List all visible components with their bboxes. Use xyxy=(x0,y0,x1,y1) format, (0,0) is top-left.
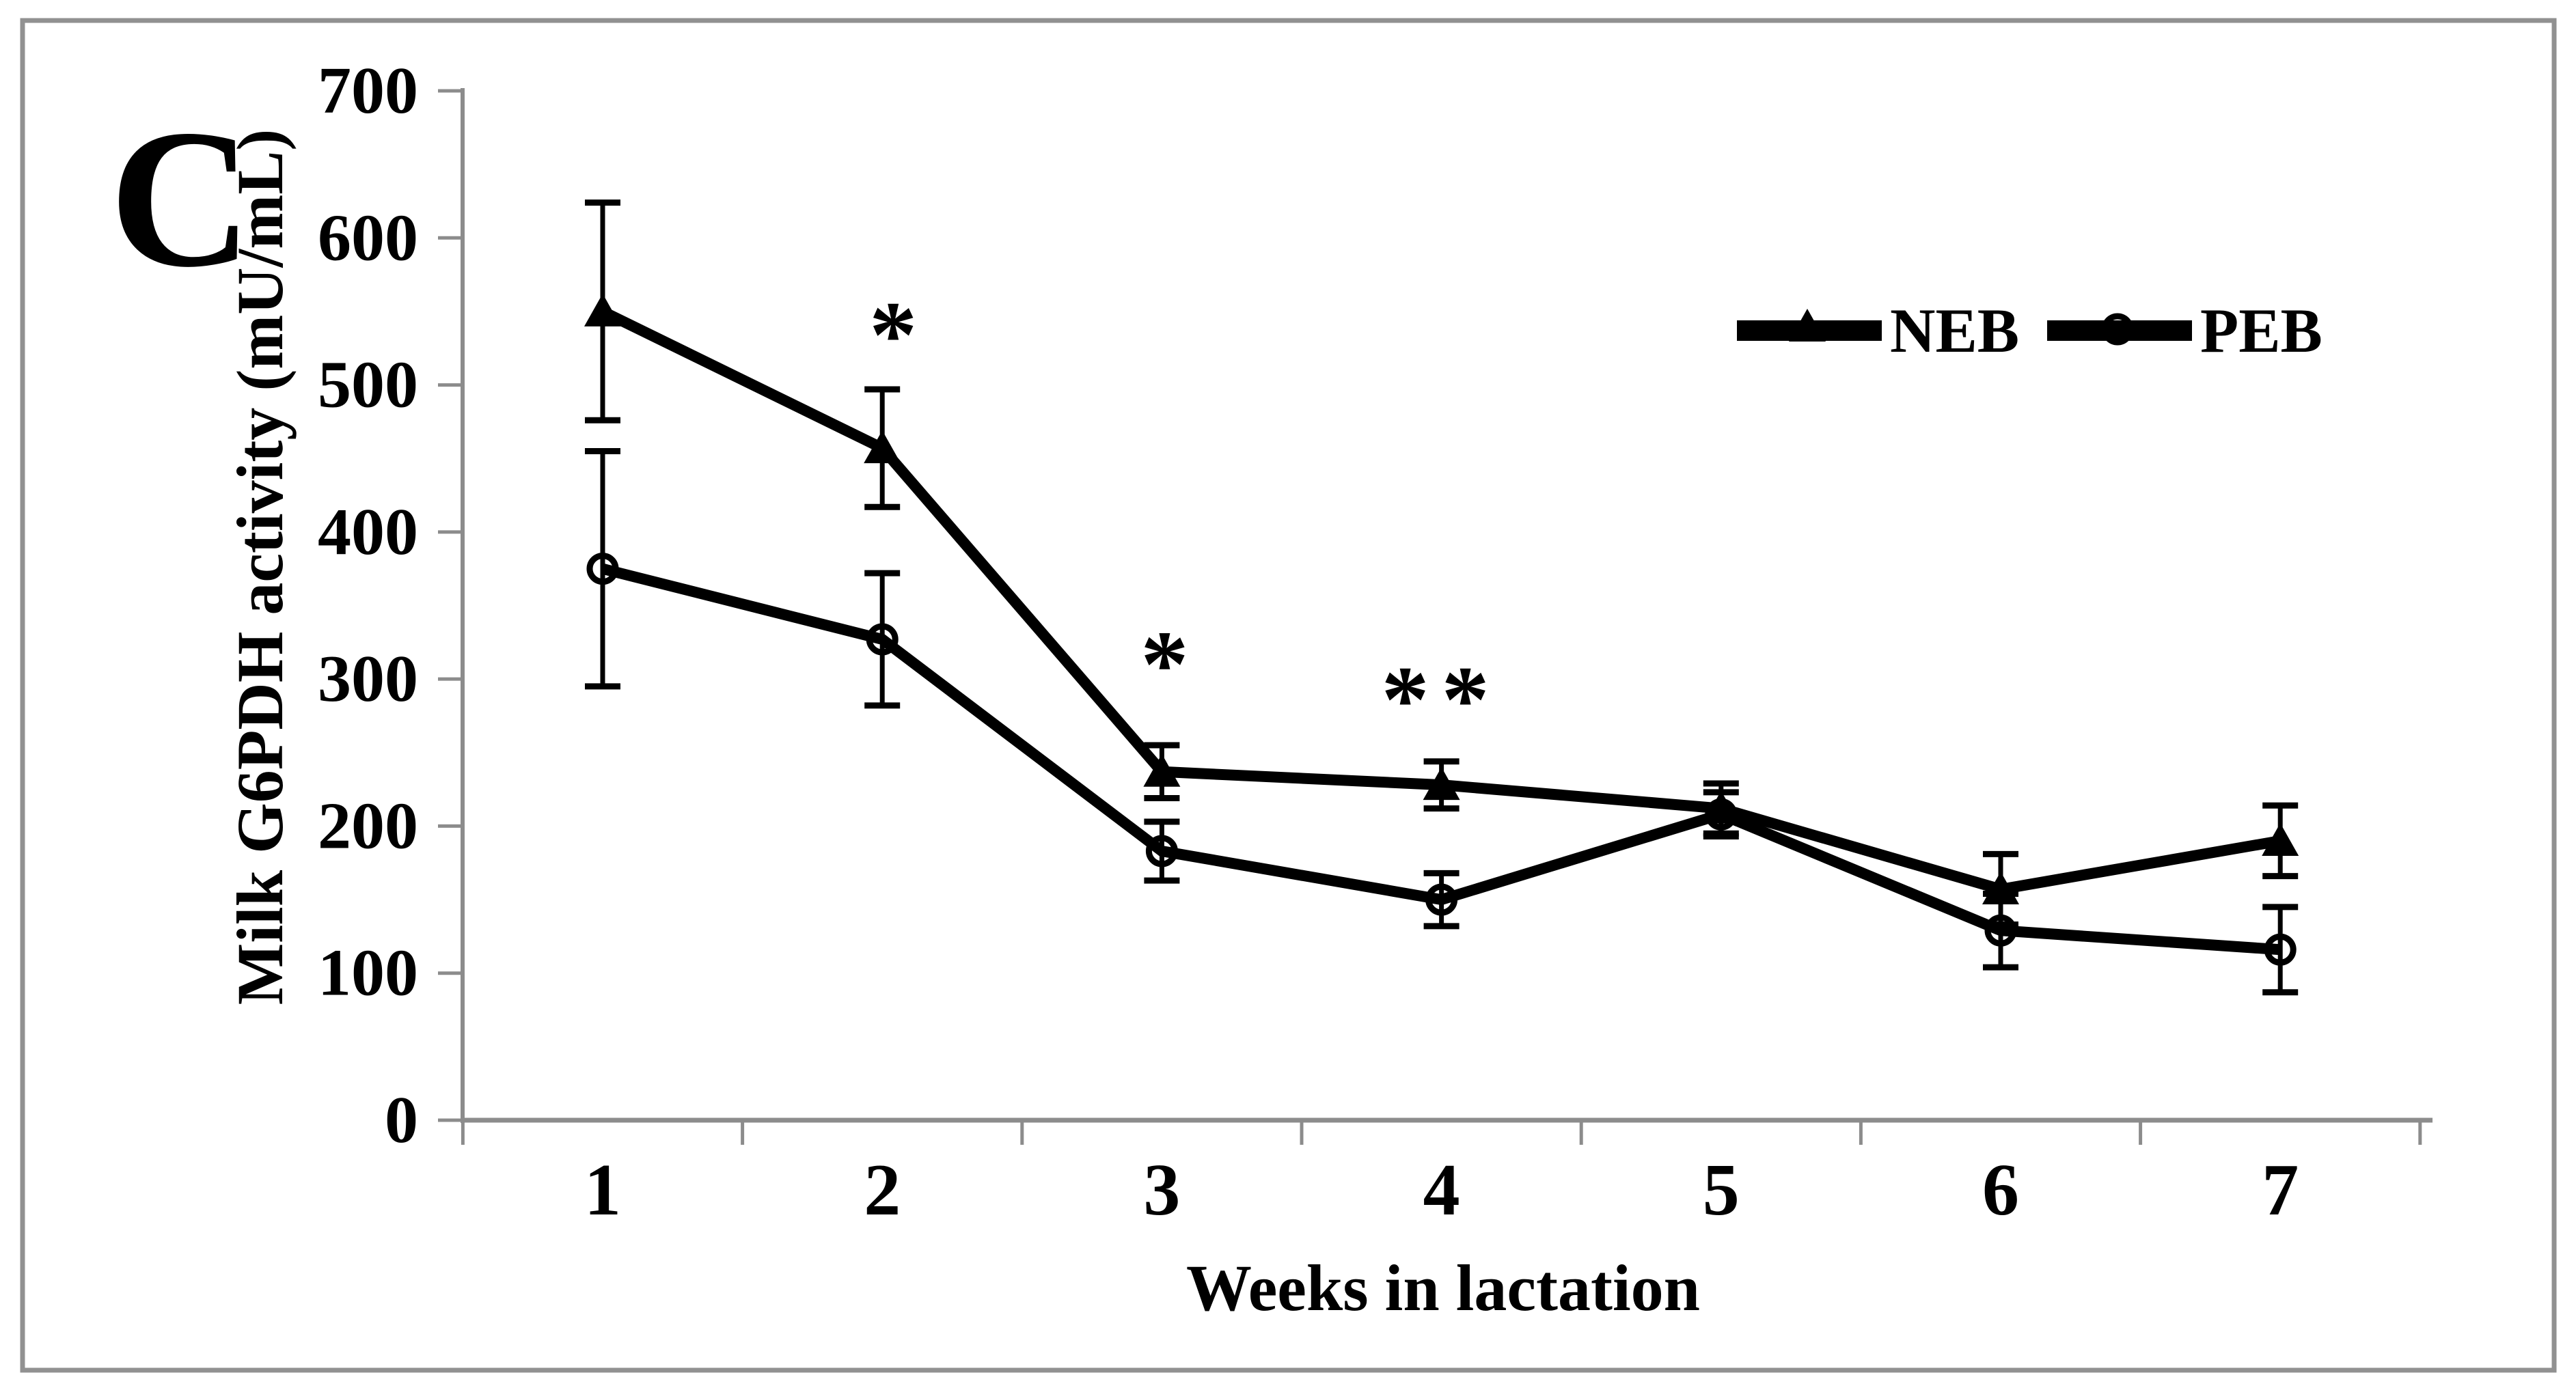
significance-asterisk: * xyxy=(1140,611,1201,717)
x-tick-label: 4 xyxy=(1423,1150,1460,1231)
marker-circle-peb xyxy=(1145,835,1178,867)
significance-asterisk: * xyxy=(869,282,929,388)
x-tick-label: 5 xyxy=(1703,1150,1740,1231)
legend-marker-triangle-neb xyxy=(1789,309,1826,342)
marker-triangle-neb xyxy=(1982,872,2019,905)
axes: 0 100 200 300 400 500 600 700 1 2 3 4 5 6 7 xyxy=(318,54,2433,1231)
marker-triangle-neb xyxy=(1143,753,1181,787)
marker-circle-peb xyxy=(2264,933,2297,966)
marker-circle-peb xyxy=(866,623,899,656)
marker-triangle-neb xyxy=(584,293,621,326)
y-tick-label: 700 xyxy=(318,54,418,128)
legend-label-neb: NEB xyxy=(1890,296,2019,365)
marker-triangle-neb xyxy=(1423,767,1460,801)
marker-circle-peb xyxy=(586,553,619,585)
y-tick-label: 600 xyxy=(318,201,418,275)
marker-triangle-neb xyxy=(864,430,901,464)
y-tick-label: 400 xyxy=(318,495,418,569)
y-tick-label: 200 xyxy=(318,789,418,863)
legend-marker-circle-peb xyxy=(2101,313,2134,346)
marker-triangle-neb xyxy=(1702,790,1740,824)
significance-asterisk: ** xyxy=(1382,647,1502,753)
y-axis-title: Milk G6PDH activity (mU/mL) xyxy=(223,129,297,1005)
y-tick-label: 300 xyxy=(318,642,418,716)
figure-border xyxy=(20,18,2557,1373)
y-tick-label: 500 xyxy=(318,348,418,422)
panel-label: C xyxy=(109,89,252,308)
x-tick-label: 1 xyxy=(584,1150,621,1231)
x-axis-title: Weeks in lactation xyxy=(1186,1251,1700,1324)
series-line-peb xyxy=(601,563,2281,956)
plot-area: ** ** xyxy=(584,199,2299,996)
legend: NEB PEB xyxy=(1737,296,2322,365)
marker-circle-peb xyxy=(1425,883,1458,916)
marker-triangle-neb xyxy=(2262,822,2299,856)
series-neb xyxy=(584,199,2299,928)
x-tick-label: 6 xyxy=(1982,1150,2019,1231)
x-tick-label: 2 xyxy=(864,1150,901,1231)
y-tick-label: 100 xyxy=(318,936,418,1010)
x-tick-label: 3 xyxy=(1143,1150,1180,1231)
x-tick-label: 7 xyxy=(2262,1150,2299,1231)
y-tick-label: 0 xyxy=(385,1083,418,1157)
legend-label-peb: PEB xyxy=(2200,296,2322,365)
